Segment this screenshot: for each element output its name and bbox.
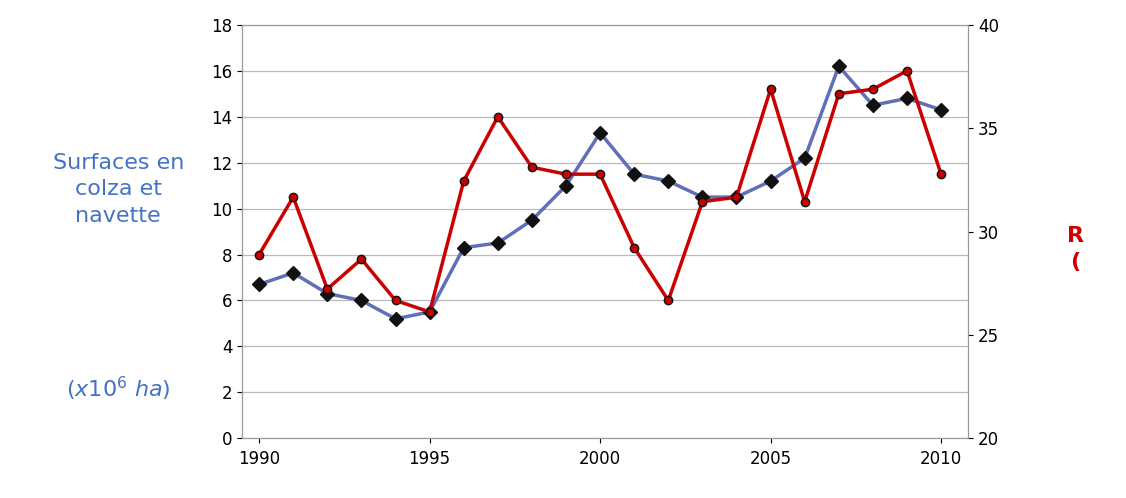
Text: R
(: R ( — [1066, 226, 1084, 272]
Text: $(x10^6\ ha)$: $(x10^6\ ha)$ — [66, 374, 170, 402]
Text: Surfaces en
colza et
navette: Surfaces en colza et navette — [53, 153, 184, 226]
